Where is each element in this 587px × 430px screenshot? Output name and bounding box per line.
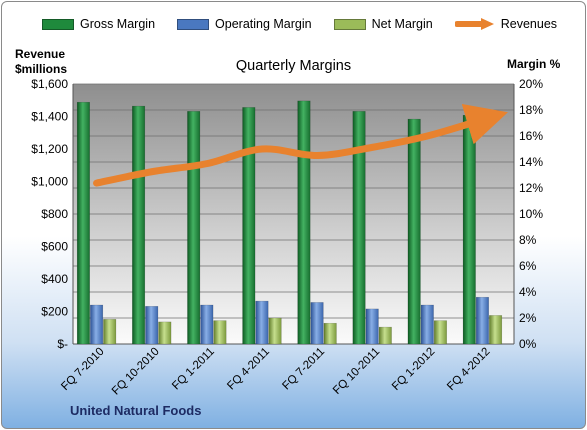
x-tick-label: FQ 10-2010 — [110, 346, 162, 398]
x-tick-label: FQ 10-2011 — [331, 346, 382, 397]
bar-net-margin — [158, 321, 172, 345]
x-tick-label: FQ 7-2011 — [280, 346, 327, 393]
legend-swatch — [42, 18, 74, 30]
bar-gross-margin — [297, 100, 311, 345]
bar-operating-margin — [255, 300, 269, 345]
revenues-line — [93, 103, 508, 187]
bar-net-margin — [489, 315, 503, 345]
bar-gross-margin — [407, 118, 421, 345]
legend-item-revenues: Revenues — [454, 17, 558, 31]
left-tick-label: $800 — [41, 207, 68, 221]
left-tick-label: $1,600 — [31, 77, 68, 91]
bar-operating-margin — [200, 304, 214, 345]
bar-net-margin — [323, 322, 337, 345]
right-tick-label: 16% — [519, 129, 543, 143]
x-tick-label: FQ 7-2010 — [59, 346, 106, 393]
chart-title: Quarterly Margins — [236, 58, 351, 74]
bar-operating-margin — [365, 308, 379, 345]
left-axis-label-line2: $millions — [15, 62, 68, 76]
right-axis-label: Margin % — [507, 57, 561, 71]
right-tick-label: 8% — [519, 233, 537, 247]
right-tick-label: 4% — [519, 285, 537, 299]
bar-net-margin — [213, 320, 227, 345]
legend-label: Revenues — [500, 17, 558, 31]
x-tick-label: FQ 4-2011 — [225, 346, 272, 393]
legend: Gross Margin Operating Margin Net Margin Re… — [42, 14, 579, 34]
bar-gross-margin — [132, 105, 146, 345]
bar-gross-margin — [242, 107, 256, 345]
legend-label: Operating Margin — [215, 17, 312, 31]
bar-gross-margin — [187, 111, 201, 345]
right-tick-label: 0% — [519, 337, 537, 351]
left-tick-label: $1,000 — [31, 175, 68, 189]
legend-swatch — [454, 18, 494, 30]
right-tick-label: 10% — [519, 207, 543, 221]
legend-label: Gross Margin — [80, 17, 156, 31]
x-tick-label: FQ 1-2012 — [390, 346, 437, 393]
bar-gross-margin — [352, 111, 366, 345]
right-tick-label: 2% — [519, 311, 537, 325]
left-tick-label: $- — [57, 337, 68, 351]
bar-net-margin — [103, 319, 117, 345]
legend-item-operating-margin: Operating Margin — [177, 17, 312, 31]
bar-net-margin — [433, 320, 447, 345]
left-tick-label: $200 — [41, 305, 68, 319]
bar-operating-margin — [90, 304, 104, 345]
left-tick-label: $1,400 — [31, 110, 68, 124]
footer-company-name: United Natural Foods — [70, 403, 202, 418]
bar-operating-margin — [420, 304, 434, 345]
right-tick-label: 14% — [519, 155, 543, 169]
bar-operating-margin — [310, 302, 324, 345]
left-tick-label: $1,200 — [31, 142, 68, 156]
right-tick-label: 18% — [519, 103, 543, 117]
right-tick-label: 6% — [519, 259, 537, 273]
right-tick-label: 20% — [519, 77, 543, 91]
x-tick-label: FQ 1-2011 — [170, 346, 217, 393]
bar-net-margin — [378, 326, 392, 345]
legend-label: Net Margin — [371, 17, 433, 31]
left-axis-label-line1: Revenue — [15, 47, 66, 61]
bar-gross-margin — [76, 101, 90, 345]
left-tick-label: $400 — [41, 272, 68, 286]
right-tick-label: 12% — [519, 181, 543, 195]
x-tick-label: FQ 4-2012 — [445, 346, 492, 393]
bar-operating-margin — [145, 306, 159, 345]
legend-swatch — [333, 18, 366, 30]
legend-item-net-margin: Net Margin — [333, 17, 433, 31]
bar-gross-margin — [462, 114, 476, 345]
bar-operating-margin — [475, 296, 489, 345]
bar-net-margin — [268, 317, 282, 345]
left-tick-label: $600 — [41, 240, 68, 254]
legend-item-gross-margin: Gross Margin — [42, 17, 155, 31]
legend-swatch — [177, 18, 210, 30]
